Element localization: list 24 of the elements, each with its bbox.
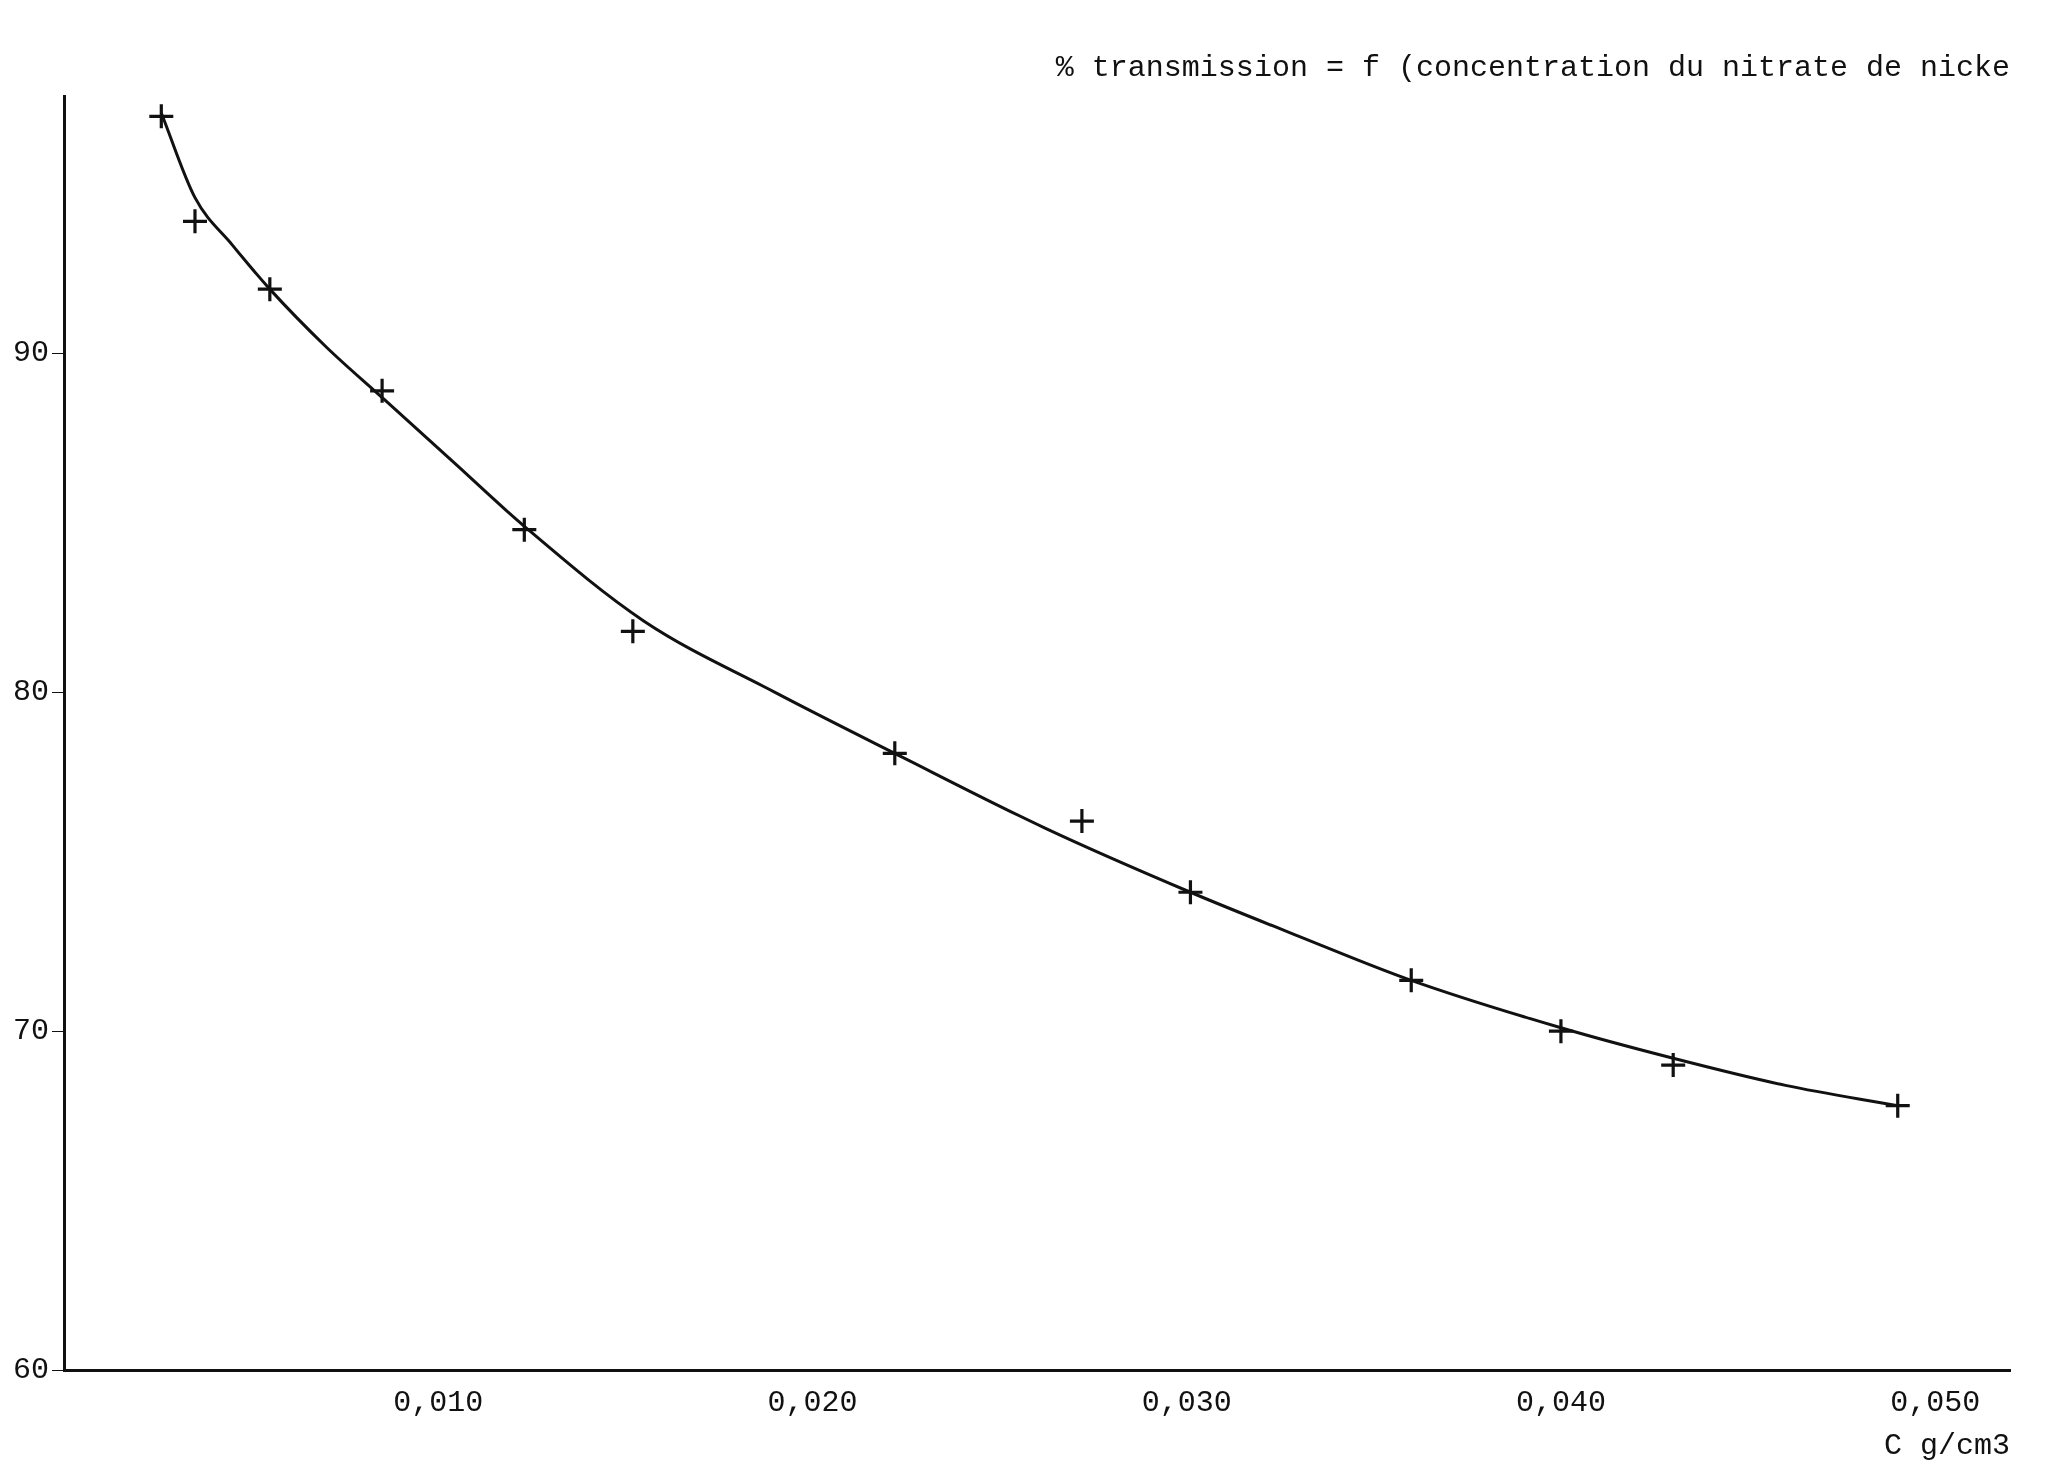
x-tick-label: 0,020 (767, 1385, 858, 1420)
point (882, 741, 907, 766)
y-tick-label: 60 (12, 1352, 50, 1387)
point (1069, 809, 1094, 834)
point (1885, 1093, 1910, 1118)
point (1399, 968, 1424, 993)
x-tick-label: 0,030 (1141, 1385, 1232, 1420)
y-tick-label: 80 (12, 675, 50, 710)
x-axis-title: C g/cm3 (1883, 1428, 2010, 1463)
point (1661, 1053, 1686, 1078)
point (370, 378, 395, 403)
x-tick-label: 0,010 (393, 1385, 484, 1420)
point (182, 209, 207, 234)
y-tick-label: 70 (12, 1014, 50, 1049)
point (1548, 1019, 1573, 1044)
chart-title: % transmission = f (concentration du nitrate de nicke (1055, 50, 2010, 85)
point (620, 619, 645, 644)
x-tick-label: 0,050 (1890, 1385, 1981, 1420)
point (1178, 880, 1203, 905)
y-tick-label: 90 (12, 336, 50, 371)
point (512, 517, 537, 542)
point (257, 277, 282, 302)
x-tick-label: 0,040 (1515, 1385, 1606, 1420)
point (149, 104, 174, 129)
